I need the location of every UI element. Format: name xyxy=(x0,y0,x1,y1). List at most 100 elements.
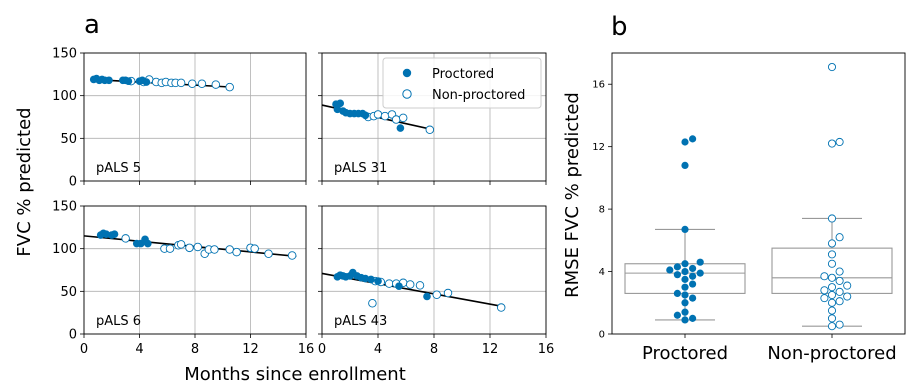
x-tick-label: 4 xyxy=(135,342,143,357)
data-point-proctored xyxy=(681,225,689,234)
subplot-label: pALS 31 xyxy=(334,161,387,176)
data-point-proctored xyxy=(367,275,375,284)
data-point-non-proctored xyxy=(827,306,837,315)
data-point-non-proctored xyxy=(835,267,844,276)
data-point-non-proctored xyxy=(176,240,186,249)
data-point-proctored xyxy=(673,271,682,279)
data-point-proctored xyxy=(681,299,689,307)
data-point-non-proctored xyxy=(391,115,401,124)
data-point-non-proctored xyxy=(165,244,175,253)
subplot-label: pALS 43 xyxy=(334,314,387,329)
data-point-proctored xyxy=(423,292,431,301)
axes-frame-b xyxy=(611,52,906,335)
data-point-proctored xyxy=(336,99,345,108)
x-tick-label: 12 xyxy=(482,342,499,357)
y-axis-label-b: RMSE FVC % predicted xyxy=(562,92,583,298)
y-tick-label: 0 xyxy=(599,330,605,341)
y-tick-label: 100 xyxy=(52,242,77,257)
data-point-proctored xyxy=(689,280,697,288)
data-point-non-proctored xyxy=(827,298,837,307)
data-point-proctored xyxy=(681,260,689,268)
y-tick-label: 100 xyxy=(52,89,77,104)
data-point-non-proctored xyxy=(405,280,415,289)
data-point-non-proctored xyxy=(197,79,207,88)
y-axis-label-a: FVC % predicted xyxy=(14,107,35,256)
data-point-proctored xyxy=(374,277,382,285)
data-point-proctored xyxy=(696,269,704,277)
boxplot-layer xyxy=(624,217,893,327)
data-point-proctored xyxy=(673,263,682,271)
data-point-proctored xyxy=(673,289,682,298)
data-point-proctored xyxy=(105,76,113,85)
data-point-non-proctored xyxy=(185,243,194,253)
data-point-non-proctored xyxy=(820,294,829,303)
data-point-non-proctored xyxy=(843,281,852,290)
points-layer xyxy=(89,63,852,331)
y-tick-label: 50 xyxy=(60,285,77,300)
data-point-non-proctored xyxy=(827,239,837,248)
data-point-non-proctored xyxy=(187,79,197,88)
data-point-non-proctored xyxy=(193,242,203,252)
data-point-proctored xyxy=(689,272,697,280)
data-point-non-proctored xyxy=(250,244,259,253)
data-point-proctored xyxy=(395,282,403,291)
data-point-non-proctored xyxy=(835,287,844,296)
subplot-label: pALS 5 xyxy=(96,161,141,176)
data-point-proctored xyxy=(681,138,689,146)
x-tick-label: 16 xyxy=(538,342,555,357)
data-point-non-proctored xyxy=(835,137,844,147)
y-tick-label: 8 xyxy=(599,205,605,216)
x-category-label: Proctored xyxy=(642,343,728,364)
data-point-non-proctored xyxy=(443,288,453,298)
subplot-label: pALS 6 xyxy=(96,314,141,329)
data-point-proctored xyxy=(696,258,704,266)
data-point-non-proctored xyxy=(827,283,837,292)
data-point-non-proctored xyxy=(225,82,234,92)
data-point-proctored xyxy=(681,291,689,299)
data-point-non-proctored xyxy=(380,111,390,121)
x-tick-label: 8 xyxy=(191,342,199,357)
data-point-proctored xyxy=(681,267,689,276)
legend-label-proctored: Proctored xyxy=(432,67,494,82)
y-tick-label: 12 xyxy=(592,142,605,153)
data-point-non-proctored xyxy=(368,299,377,308)
data-point-proctored xyxy=(689,294,697,302)
x-tick-label: 4 xyxy=(374,342,382,357)
data-point-non-proctored xyxy=(835,233,844,242)
data-point-non-proctored xyxy=(827,139,837,148)
data-point-proctored xyxy=(361,111,370,120)
data-point-non-proctored xyxy=(432,290,442,299)
data-point-proctored xyxy=(689,135,697,143)
data-point-non-proctored xyxy=(121,234,130,243)
data-point-non-proctored xyxy=(225,245,234,254)
data-point-proctored xyxy=(681,275,689,283)
y-tick-label: 16 xyxy=(592,80,605,91)
data-point-proctored xyxy=(666,266,674,274)
y-tick-label: 150 xyxy=(52,200,77,215)
data-point-proctored xyxy=(689,264,697,273)
data-point-non-proctored xyxy=(835,276,844,285)
x-tick-label: 16 xyxy=(298,342,315,357)
panel-label-b: b xyxy=(611,12,628,42)
data-point-proctored xyxy=(681,316,689,324)
data-point-non-proctored xyxy=(287,251,297,260)
data-point-non-proctored xyxy=(425,125,435,135)
data-point-non-proctored xyxy=(827,259,837,268)
data-point-non-proctored xyxy=(835,320,844,329)
data-point-proctored xyxy=(110,230,119,238)
y-tick-label: 150 xyxy=(52,47,77,62)
fit-line-layer xyxy=(83,78,505,308)
data-point-non-proctored xyxy=(820,272,829,281)
legend-marker-non-proctored xyxy=(402,89,412,99)
data-point-non-proctored xyxy=(843,292,852,301)
data-point-non-proctored xyxy=(176,78,186,88)
data-point-non-proctored xyxy=(835,297,844,306)
data-point-proctored xyxy=(689,314,697,322)
data-point-non-proctored xyxy=(827,314,837,323)
data-point-proctored xyxy=(396,124,405,132)
data-point-non-proctored xyxy=(232,247,241,257)
x-tick-label: 8 xyxy=(430,342,438,357)
axes-layer xyxy=(80,52,906,338)
data-point-non-proctored xyxy=(827,250,837,259)
